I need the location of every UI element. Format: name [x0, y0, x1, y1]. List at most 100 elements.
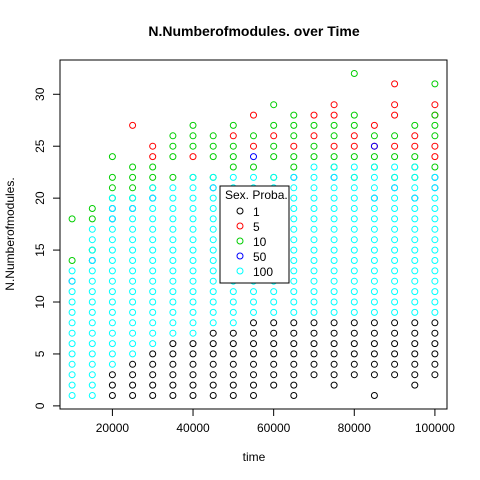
legend-entry: 50: [236, 250, 267, 264]
data-point: [270, 173, 278, 181]
data-point: [88, 288, 96, 296]
legend-box: [219, 185, 290, 284]
data-point: [250, 173, 257, 181]
data-point: [310, 350, 318, 358]
data-point: [310, 277, 318, 285]
data-point: [209, 225, 217, 233]
data-point: [189, 215, 197, 223]
data-point: [290, 298, 298, 306]
data-point: [189, 121, 197, 129]
data-point: [229, 132, 237, 140]
data-point: [290, 153, 298, 161]
data-point: [350, 194, 358, 202]
data-point: [169, 257, 177, 264]
data-point: [169, 215, 177, 223]
data-point: [370, 329, 378, 337]
data-point: [290, 319, 298, 327]
data-point: [250, 329, 257, 337]
data-point: [189, 277, 197, 285]
data-point: [350, 308, 358, 316]
data-point: [370, 173, 378, 181]
data-point: [270, 371, 278, 379]
data-point: [330, 132, 338, 140]
data-point: [391, 132, 399, 140]
data-point: [330, 153, 338, 161]
data-point: [310, 111, 318, 119]
data-point: [290, 173, 298, 181]
data-point: [431, 288, 439, 296]
data-point: [391, 215, 399, 223]
data-point: [290, 184, 298, 192]
data-point: [330, 236, 338, 244]
data-point: [431, 173, 439, 181]
data-point: [250, 381, 257, 389]
legend-entry: 100: [236, 265, 273, 279]
data-point: [350, 288, 358, 296]
data-point: [391, 205, 399, 212]
data-point: [189, 225, 197, 233]
data-point: [229, 319, 237, 327]
x-tick-label: 60000: [257, 421, 291, 435]
data-point: [189, 194, 197, 202]
data-point: [149, 371, 157, 379]
data-point: [149, 246, 157, 254]
data-point: [310, 319, 318, 327]
data-point: [169, 340, 177, 348]
data-point: [350, 225, 358, 233]
data-point: [431, 360, 439, 368]
data-point: [88, 340, 96, 348]
data-point: [88, 277, 96, 285]
data-point: [169, 267, 177, 275]
data-point: [411, 132, 419, 140]
data-point: [189, 236, 197, 244]
data-point: [330, 163, 338, 171]
data-point: [209, 298, 217, 306]
data-point: [129, 257, 137, 264]
data-point: [129, 121, 137, 129]
data-point: [411, 205, 419, 212]
data-point: [411, 163, 419, 171]
data-point: [229, 121, 237, 129]
data-point: [431, 277, 439, 285]
data-point: [88, 246, 96, 254]
data-point: [229, 163, 237, 171]
data-point: [149, 277, 157, 285]
data-point: [431, 371, 439, 379]
data-point: [209, 194, 217, 202]
data-point: [250, 288, 257, 296]
data-point: [290, 350, 298, 358]
data-point: [108, 153, 116, 161]
data-point: [391, 142, 399, 150]
data-point: [169, 132, 177, 140]
data-point: [189, 257, 197, 264]
data-point: [88, 236, 96, 244]
data-point: [290, 205, 298, 212]
data-point: [129, 215, 137, 223]
data-point: [310, 163, 318, 171]
legend-entry: 1: [236, 205, 260, 219]
legend-marker: [236, 252, 244, 260]
data-point: [330, 225, 338, 233]
y-tick-label: 25: [33, 139, 47, 153]
data-point: [108, 184, 116, 192]
data-point: [350, 236, 358, 244]
data-point: [391, 80, 399, 88]
data-point: [129, 267, 137, 275]
data-point: [108, 257, 116, 264]
data-point: [290, 142, 298, 150]
data-point: [169, 246, 177, 254]
y-tick-label: 5: [33, 350, 47, 357]
data-point: [431, 194, 439, 202]
legend-marker: [236, 222, 244, 230]
data-point: [370, 392, 378, 399]
data-point: [129, 225, 137, 233]
data-point: [411, 329, 419, 337]
legend-marker: [236, 267, 244, 275]
data-point: [330, 340, 338, 348]
data-point: [370, 225, 378, 233]
data-point: [68, 381, 76, 389]
data-point: [149, 381, 157, 389]
data-point: [129, 277, 137, 285]
